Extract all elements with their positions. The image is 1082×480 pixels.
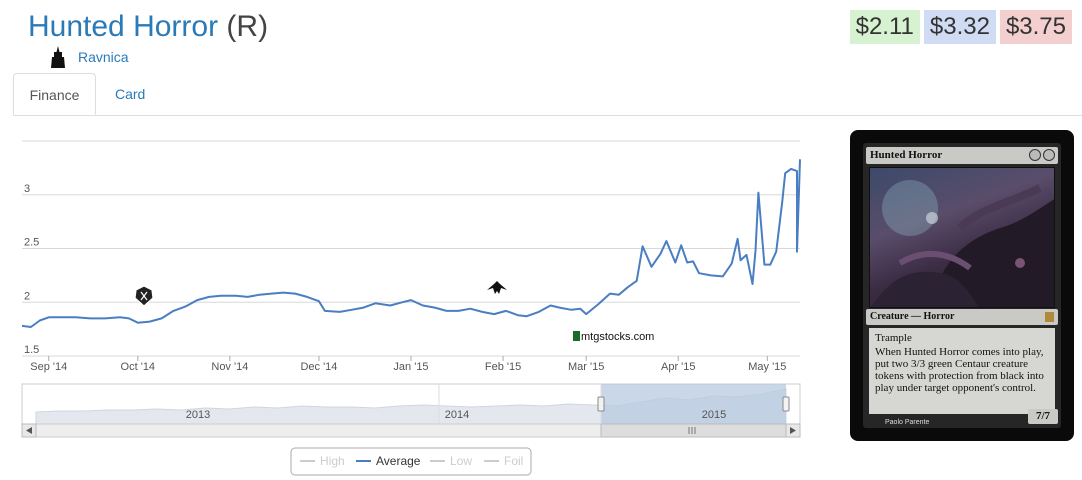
card-rarity: (R)	[226, 10, 269, 43]
y-tick-label: 1.5	[24, 344, 39, 356]
card-set-icon	[1045, 312, 1054, 322]
mana-cost-icon	[1029, 149, 1055, 161]
card-ability-etb: When Hunted Horror comes into play, put …	[875, 346, 1044, 394]
tab-finance[interactable]: Finance	[13, 73, 96, 115]
chevron-left-icon	[26, 427, 32, 434]
legend-item-average[interactable]: Average	[376, 454, 421, 468]
chart-legend	[290, 447, 532, 476]
x-tick-label: Feb '15	[485, 361, 521, 373]
navigator-year-label: 2015	[702, 409, 726, 421]
tab-bar: Finance Card	[13, 73, 1082, 116]
set-row: Ravnica	[50, 46, 129, 68]
legend-item-low[interactable]: Low	[450, 454, 472, 468]
card-text-box: Trample When Hunted Horror comes into pl…	[869, 328, 1055, 414]
card-type-text: Creature — Horror	[870, 311, 955, 322]
x-tick-label: May '15	[748, 361, 786, 373]
card-artist: Paolo Parente	[885, 419, 930, 426]
y-tick-label: 2.5	[24, 237, 39, 249]
y-tick-label: 2	[24, 290, 30, 302]
navigator-selection	[601, 384, 786, 424]
chevron-right-icon	[790, 427, 796, 434]
navigator-year-label: 2014	[445, 409, 469, 421]
x-tick-label: Oct '14	[121, 361, 156, 373]
low-price-badge: $2.11	[849, 10, 920, 44]
x-tick-label: Dec '14	[300, 361, 337, 373]
card-power-toughness: 7/7	[1028, 409, 1058, 424]
x-tick-label: Sep '14	[30, 361, 67, 373]
mtgstocks-logo-icon	[573, 331, 580, 341]
legend-item-foil[interactable]: Foil	[504, 454, 523, 468]
card-type-line: Creature — Horror	[866, 309, 1058, 325]
x-tick-label: Apr '15	[661, 361, 696, 373]
x-tick-label: Mar '15	[568, 361, 604, 373]
card-frame: Hunted Horror Creature — Horror Trample …	[863, 143, 1061, 428]
watermark-text: mtgstocks.com	[581, 331, 654, 343]
series-line-average	[21, 159, 801, 328]
tab-card[interactable]: Card	[115, 86, 146, 102]
x-tick-label: Nov '14	[211, 361, 248, 373]
high-price-badge: $3.75	[999, 10, 1072, 44]
scrollbar-thumb[interactable]	[600, 423, 787, 438]
card-name: Hunted Horror	[28, 10, 219, 43]
ravnica-set-icon	[51, 46, 65, 68]
y-tick-label: 3	[24, 183, 30, 195]
navigator-year-label: 2013	[186, 409, 210, 421]
price-chart: 1.5 2 2.5 3 Sep '14 Oct '14 Nov '14 Dec '14 Jan …	[21, 140, 801, 476]
card-image: Hunted Horror Creature — Horror Trample …	[850, 130, 1074, 441]
card-image-name-text: Hunted Horror	[870, 149, 943, 161]
set-link[interactable]: Ravnica	[78, 49, 129, 65]
card-artwork-icon	[871, 180, 1054, 307]
price-badges: $2.11 $3.32 $3.75	[849, 10, 1072, 44]
winged-crest-icon	[487, 281, 507, 294]
card-art	[869, 167, 1055, 308]
scrollbar-grip-icon	[688, 427, 696, 434]
card-image-name: Hunted Horror	[866, 147, 1058, 164]
legend-item-high[interactable]: High	[320, 454, 345, 468]
card-ability-trample: Trample	[875, 332, 912, 344]
card-title: Hunted Horror (R)	[28, 8, 268, 46]
navigator-handle[interactable]	[597, 396, 605, 412]
x-tick-label: Jan '15	[393, 361, 428, 373]
navigator-handle[interactable]	[782, 396, 790, 412]
average-price-badge: $3.32	[923, 10, 996, 44]
guild-crest-icon	[134, 285, 154, 307]
